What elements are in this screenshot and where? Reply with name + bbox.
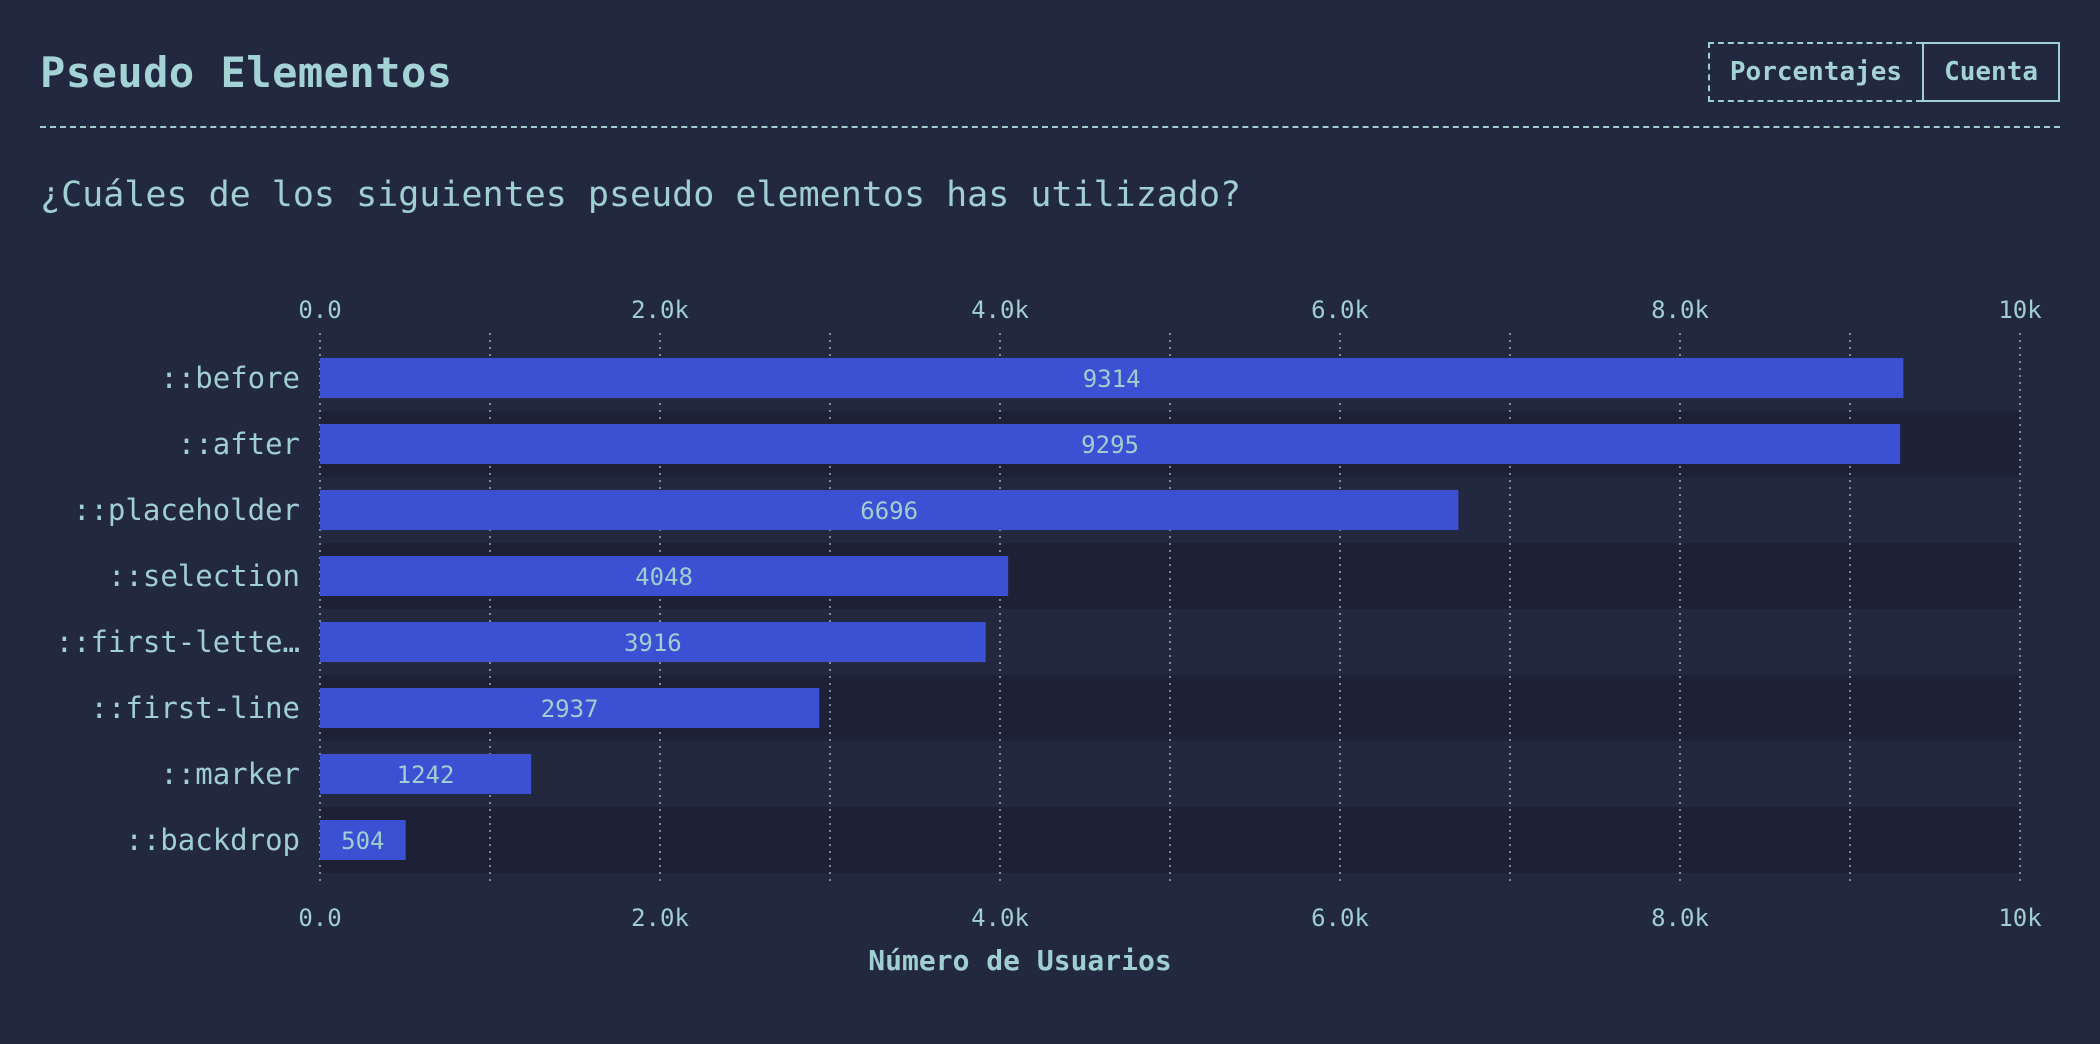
tick-label-top: 6.0k: [1311, 296, 1369, 324]
tick-label-top: 0.0: [298, 296, 341, 324]
tick-label-bottom: 0.0: [298, 904, 341, 932]
tick-label-top: 4.0k: [971, 296, 1029, 324]
percentages-button[interactable]: Porcentajes: [1707, 42, 1923, 102]
bar-value-label: 1242: [397, 761, 455, 789]
tick-label-top: 2.0k: [631, 296, 689, 324]
bar: [320, 490, 1459, 530]
bar: [320, 754, 532, 794]
tick-label-bottom: 2.0k: [631, 904, 689, 932]
category-label: ::first-lette…: [56, 625, 300, 659]
bar: [320, 424, 1901, 464]
page-title: Pseudo Elementos: [40, 48, 453, 97]
category-label: ::after: [178, 427, 300, 461]
bar-value-label: 4048: [635, 563, 693, 591]
bar-value-label: 9295: [1081, 431, 1139, 459]
count-button[interactable]: Cuenta: [1922, 42, 2060, 102]
bar: [320, 358, 1904, 398]
bar-value-label: 504: [341, 827, 384, 855]
category-label: ::backdrop: [125, 823, 300, 857]
unit-toggle: Porcentajes Cuenta: [1707, 42, 2060, 102]
x-axis-title: Número de Usuarios: [868, 944, 1171, 977]
bar: [320, 622, 986, 662]
bar-value-label: 6696: [860, 497, 918, 525]
category-label: ::first-line: [90, 691, 300, 725]
bar-value-label: 3916: [624, 629, 682, 657]
bar: [320, 556, 1009, 596]
tick-label-bottom: 8.0k: [1651, 904, 1709, 932]
bar-value-label: 2937: [541, 695, 599, 723]
question-text: ¿Cuáles de los siguientes pseudo element…: [40, 175, 1242, 215]
tick-label-top: 10k: [1998, 296, 2042, 324]
bar: [320, 820, 406, 860]
bar-value-label: 9314: [1083, 365, 1141, 393]
tick-label-bottom: 4.0k: [971, 904, 1029, 932]
category-label: ::placeholder: [73, 493, 300, 527]
tick-label-bottom: 10k: [1998, 904, 2042, 932]
category-label: ::before: [160, 361, 300, 395]
bar: [320, 688, 820, 728]
tick-label-top: 8.0k: [1651, 296, 1709, 324]
category-label: ::marker: [160, 757, 300, 791]
category-label: ::selection: [108, 559, 300, 593]
header: Pseudo Elementos Porcentajes Cuenta: [40, 32, 2060, 128]
tick-label-bottom: 6.0k: [1311, 904, 1369, 932]
